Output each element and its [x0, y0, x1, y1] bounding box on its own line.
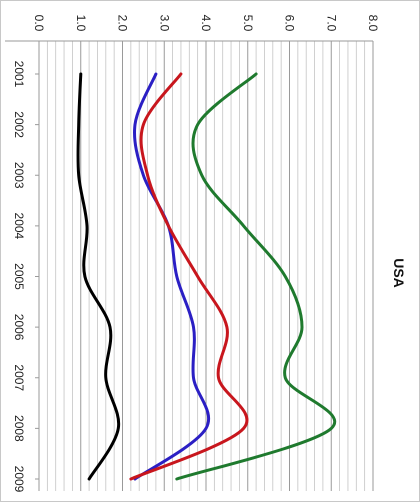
year-tick-label: 2009 — [12, 466, 26, 493]
gridlines — [5, 40, 374, 491]
year-tick-label: 2002 — [12, 111, 26, 138]
year-tick-label: 2004 — [12, 213, 26, 240]
series-line-3 — [129, 72, 249, 481]
year-tick-label: 2005 — [12, 263, 26, 290]
series-lines — [76, 72, 336, 481]
value-tick-label: 8.0 — [366, 15, 380, 32]
value-tick-label: 4.0 — [199, 15, 213, 32]
value-tick-label: 1.0 — [74, 15, 88, 32]
value-tick-label: 5.0 — [241, 15, 255, 32]
series-line-4 — [175, 72, 336, 481]
series-line-1 — [76, 72, 121, 481]
year-tick-label: 2001 — [12, 61, 26, 88]
year-tick-label: 2006 — [12, 314, 26, 341]
value-tick-labels: 0.0 1.0 2.0 3.0 4.0 5.0 6.0 7.0 8.0 — [32, 15, 380, 32]
value-tick-label: 0.0 — [32, 15, 46, 32]
year-tick-label: 2003 — [12, 162, 26, 189]
value-tick-label: 7.0 — [324, 15, 338, 32]
value-tick-label: 2.0 — [116, 15, 130, 32]
series-line-2 — [133, 72, 210, 481]
value-tick-label: 6.0 — [283, 15, 297, 32]
chart-title: USA — [391, 258, 407, 288]
year-tick-label: 2008 — [12, 415, 26, 442]
value-tick-label: 3.0 — [157, 15, 171, 32]
year-tick-labels: 2001 2002 2003 2004 2005 2006 2007 2008 2009 — [12, 61, 39, 493]
year-tick-label: 2007 — [12, 364, 26, 391]
